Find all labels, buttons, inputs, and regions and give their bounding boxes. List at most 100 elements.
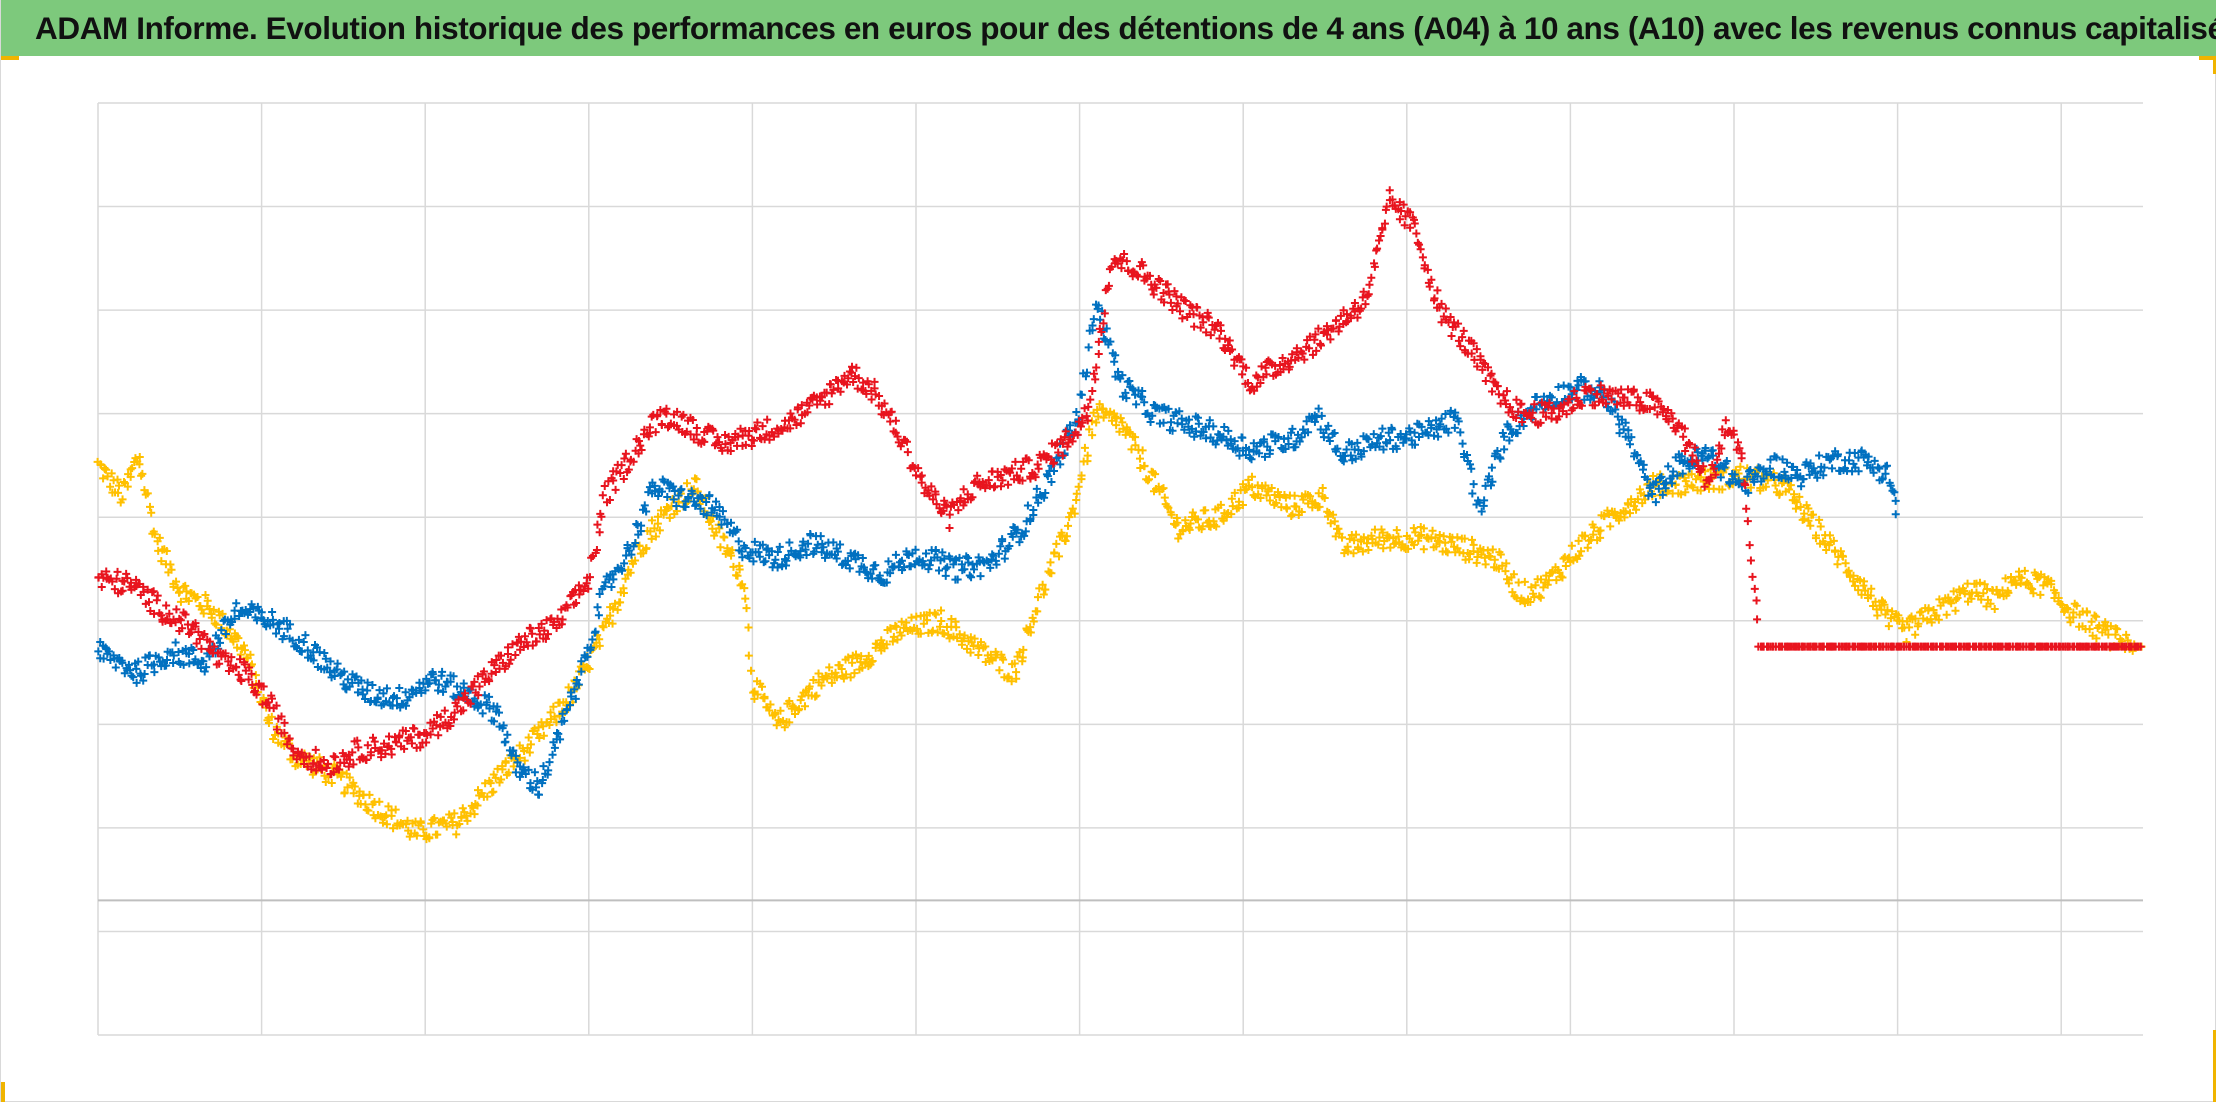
series-2-point <box>240 660 249 669</box>
series-0-point <box>1911 630 1920 639</box>
series-1-point <box>232 599 241 608</box>
series-2-point <box>453 702 462 711</box>
series-2-point <box>973 471 982 480</box>
series-1-point <box>749 557 758 566</box>
series-0-point <box>742 604 751 613</box>
series-2-point <box>1746 556 1755 565</box>
series-1-point <box>1359 447 1368 456</box>
resize-handle-top-right[interactable] <box>2199 56 2216 60</box>
series-1-point <box>1082 368 1091 377</box>
series-0-point <box>425 833 434 842</box>
series-0-point <box>2063 605 2072 614</box>
series-0-point <box>1061 536 1070 545</box>
series-2-point <box>1018 476 1027 485</box>
series-1-point <box>773 548 782 557</box>
series-1-point <box>1369 430 1378 439</box>
series-1-point <box>1213 436 1222 445</box>
series-1-point <box>882 578 891 587</box>
series-1-point <box>1450 423 1459 432</box>
series-0-point <box>888 637 897 646</box>
series-0-point <box>595 641 604 650</box>
series-1-point <box>712 497 721 506</box>
resize-handle-bottom-left[interactable] <box>1 1082 5 1102</box>
series-1-point <box>843 556 852 565</box>
series-0-point <box>940 629 949 638</box>
series-0-point <box>1884 622 1893 631</box>
series-1-point <box>1281 445 1290 454</box>
series-0-point <box>1626 509 1635 518</box>
series-2-point <box>1163 280 1172 289</box>
series-0-point <box>497 775 506 784</box>
series-1-point <box>924 565 933 574</box>
series-1-point <box>1434 432 1443 441</box>
series-0-point <box>1077 475 1086 484</box>
series-0-point <box>1216 500 1225 509</box>
series-2-point <box>319 755 328 764</box>
series-0-point <box>1483 546 1492 555</box>
series-2-point <box>875 392 884 401</box>
series-0-point <box>526 740 535 749</box>
series-2-point <box>348 748 357 757</box>
series-2-point <box>1058 439 1067 448</box>
resize-handle-top-right-vertical[interactable] <box>2213 56 2216 74</box>
series-1-point <box>1753 472 1762 481</box>
series-0-point <box>1811 534 1820 543</box>
series-0-point <box>1975 578 1984 587</box>
series-1-point <box>1890 488 1899 497</box>
series-1-point <box>645 483 654 492</box>
series-2-point <box>112 574 121 583</box>
series-2-point <box>331 753 340 762</box>
series-0-point <box>1606 522 1615 531</box>
series-1-point <box>1744 488 1753 497</box>
series-0-point <box>608 619 617 628</box>
series-1-point <box>301 631 310 640</box>
series-1-point <box>1205 416 1214 425</box>
series-0-point <box>1409 524 1418 533</box>
series-1-point <box>1209 422 1218 431</box>
series-0-point <box>1806 521 1815 530</box>
series-1-point <box>511 751 520 760</box>
series-2-point <box>1323 330 1332 339</box>
series-1-point <box>1008 532 1017 541</box>
series-0-point <box>181 581 190 590</box>
series-1-point <box>782 556 791 565</box>
series-1-point <box>761 557 770 566</box>
series-1-point <box>1164 404 1173 413</box>
series-0-point <box>2122 630 2131 639</box>
series-2-point <box>585 573 594 582</box>
series-0-point <box>1949 587 1958 596</box>
series-1-point <box>1456 428 1465 437</box>
series-0-point <box>1527 583 1536 592</box>
series-0-point <box>1282 504 1291 513</box>
series-2-point <box>849 377 858 386</box>
series-0-point <box>172 577 181 586</box>
series-0-point <box>1007 677 1016 686</box>
series-2-point <box>1437 318 1446 327</box>
series-0-point <box>1581 531 1590 540</box>
series-0-point <box>825 663 834 672</box>
series-1-point <box>669 495 678 504</box>
series-1-point <box>1891 510 1900 519</box>
series-1-point <box>299 638 308 647</box>
series-0-point <box>1039 590 1048 599</box>
series-2-point <box>1494 390 1503 399</box>
series-1-point <box>1173 419 1182 428</box>
resize-handle-bottom-right[interactable] <box>2213 1030 2216 1102</box>
series-2-point <box>595 528 604 537</box>
series-1-point <box>738 553 747 562</box>
series-0-point <box>1833 560 1842 569</box>
series-0-point <box>1364 545 1373 554</box>
series-0-point <box>1596 526 1605 535</box>
series-0-point <box>771 708 780 717</box>
data-marks <box>93 186 2146 844</box>
series-2-point <box>153 591 162 600</box>
series-2-point <box>422 738 431 747</box>
series-1-point <box>941 571 950 580</box>
series-0-point <box>2085 625 2094 634</box>
series-2-point <box>593 520 602 529</box>
series-1-point <box>140 670 149 678</box>
series-2-point <box>537 619 546 628</box>
series-0-point <box>489 787 498 796</box>
resize-handle-top-left[interactable] <box>1 56 19 60</box>
series-1-point <box>989 551 998 560</box>
